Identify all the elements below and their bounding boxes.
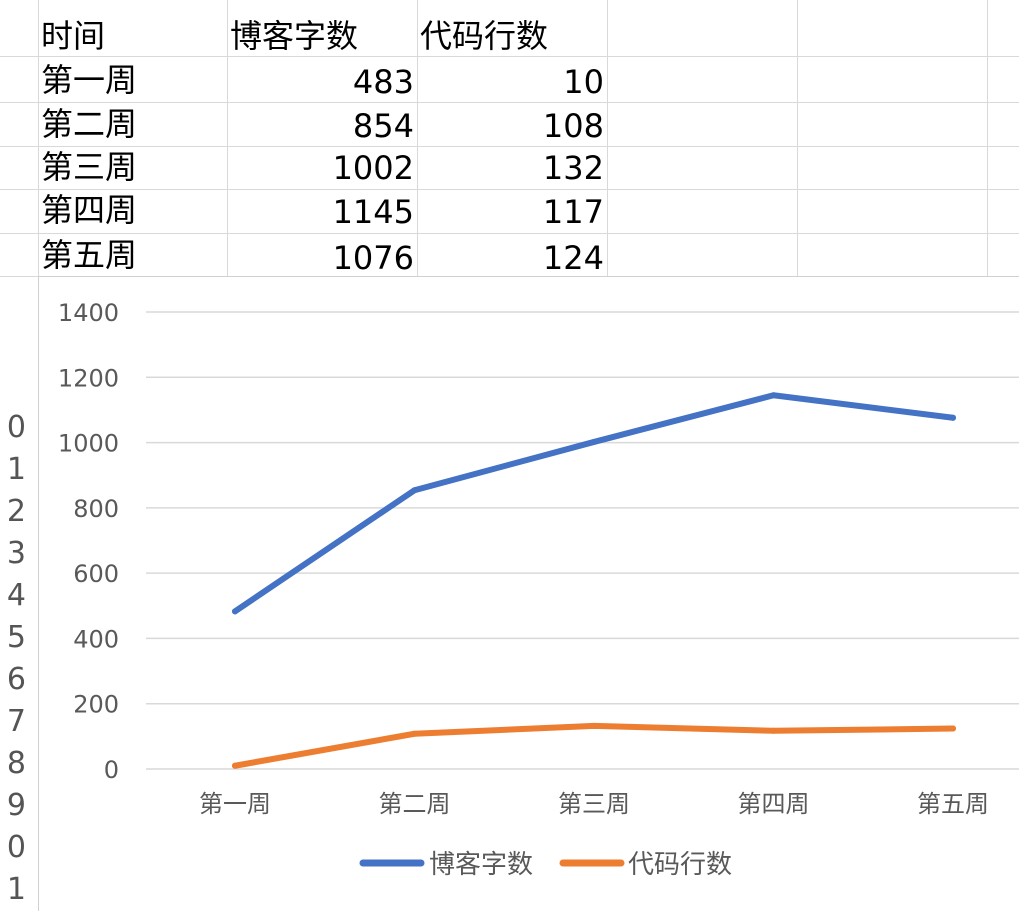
- row-number: 0: [6, 410, 26, 445]
- x-tick-label: 第三周: [558, 790, 630, 818]
- cell-blog-words[interactable]: 854: [352, 107, 414, 145]
- cell-week[interactable]: 第四周: [41, 191, 138, 229]
- x-tick-label: 第四周: [738, 790, 810, 818]
- data-point: [232, 608, 238, 615]
- row-number: 9: [6, 788, 26, 823]
- y-tick-label: 1200: [58, 364, 119, 392]
- grid-row-line: [0, 233, 1019, 234]
- y-tick-label: 800: [73, 495, 119, 523]
- cell-week[interactable]: 第三周: [41, 148, 138, 186]
- line-chart[interactable]: 0 200 400 600 800 1000 1200 1400 第一周 第二周 第三周 第四周 第五周…: [38, 276, 1019, 911]
- row-number: 3: [6, 536, 26, 571]
- cell-code-lines[interactable]: 108: [542, 107, 604, 145]
- row-number: 1: [6, 452, 26, 487]
- grid-column-line: [417, 0, 418, 276]
- grid-row-line: [0, 56, 1019, 57]
- x-tick-label: 第五周: [917, 790, 989, 818]
- cell-header-time[interactable]: 时间: [41, 17, 106, 55]
- cell-blog-words[interactable]: 483: [352, 63, 414, 101]
- row-number: 7: [6, 704, 26, 739]
- y-tick-label: 1000: [58, 430, 119, 458]
- cell-blog-words[interactable]: 1002: [332, 149, 414, 187]
- cell-code-lines[interactable]: 132: [542, 149, 604, 187]
- y-tick-label: 200: [73, 691, 119, 719]
- row-number: 2: [6, 494, 26, 529]
- data-point: [950, 414, 956, 421]
- cell-week[interactable]: 第二周: [41, 105, 138, 143]
- series-line-2: [232, 722, 956, 769]
- cell-header-code-lines[interactable]: 代码行数: [420, 17, 549, 55]
- row-number: 6: [6, 662, 26, 697]
- chart-canvas: 0 200 400 600 800 1000 1200 1400 第一周 第二周 第三周 第四周 第五周…: [58, 299, 1019, 880]
- row-number: 5: [6, 620, 26, 655]
- data-point: [770, 727, 777, 734]
- cell-code-lines[interactable]: 117: [542, 193, 604, 231]
- grid-column-line: [987, 0, 988, 276]
- row-number: 0: [6, 830, 26, 865]
- grid-row-line: [0, 146, 1019, 147]
- data-point: [950, 725, 956, 732]
- grid-column-line: [797, 0, 798, 276]
- y-tick-label: 0: [104, 756, 119, 784]
- data-point: [411, 730, 418, 737]
- cell-header-blog-words[interactable]: 博客字数: [230, 17, 359, 55]
- x-tick-label: 第二周: [379, 790, 451, 818]
- data-point: [232, 762, 238, 769]
- cell-week[interactable]: 第一周: [41, 61, 138, 99]
- y-tick-label: 600: [73, 560, 119, 588]
- cell-blog-words[interactable]: 1076: [332, 239, 414, 277]
- data-point: [411, 487, 418, 494]
- cell-week[interactable]: 第五周: [41, 236, 138, 274]
- legend-label: 代码行数: [628, 850, 732, 880]
- y-tick-label: 400: [73, 625, 119, 653]
- series-line-1: [232, 392, 956, 615]
- cell-blog-words[interactable]: 1145: [332, 193, 414, 231]
- grid-column-line: [607, 0, 608, 276]
- cell-code-lines[interactable]: 124: [542, 239, 604, 277]
- grid-column-line: [227, 0, 228, 276]
- row-number: 4: [6, 578, 26, 613]
- y-tick-label: 1400: [58, 299, 119, 327]
- grid-row-line: [0, 102, 1019, 103]
- row-number: 1: [6, 872, 26, 907]
- grid-row-line: [0, 189, 1019, 190]
- data-point: [591, 438, 597, 445]
- data-point: [770, 392, 777, 399]
- x-tick-label: 第一周: [199, 790, 271, 818]
- row-number: 8: [6, 746, 26, 781]
- legend-label: 博客字数: [429, 850, 533, 880]
- cell-code-lines[interactable]: 10: [563, 63, 604, 101]
- data-point: [591, 722, 597, 729]
